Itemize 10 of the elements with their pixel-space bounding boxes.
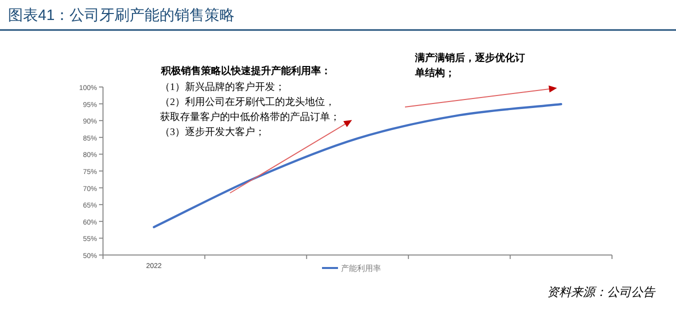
annotation: （2）利用公司在牙刷代工的龙头地位， (160, 96, 335, 108)
annotation: （1）新兴品牌的客户开发； (160, 81, 285, 93)
text: 积极销售策略以快速提升产能利用率： (160, 65, 331, 77)
legend-label: 产能利用率 (341, 264, 381, 273)
chart-title: 图表41：公司牙刷产能的销售策略 (8, 7, 235, 24)
annotation: 获取存量客户的中低价格带的产品订单； (160, 111, 340, 123)
text: 满产满销后，逐步优化订 (414, 52, 525, 64)
text: 单结构； (414, 67, 455, 79)
annotation: （3）逐步开发大客户； (160, 126, 265, 138)
text: 资料来源：公司公告 (547, 285, 656, 299)
